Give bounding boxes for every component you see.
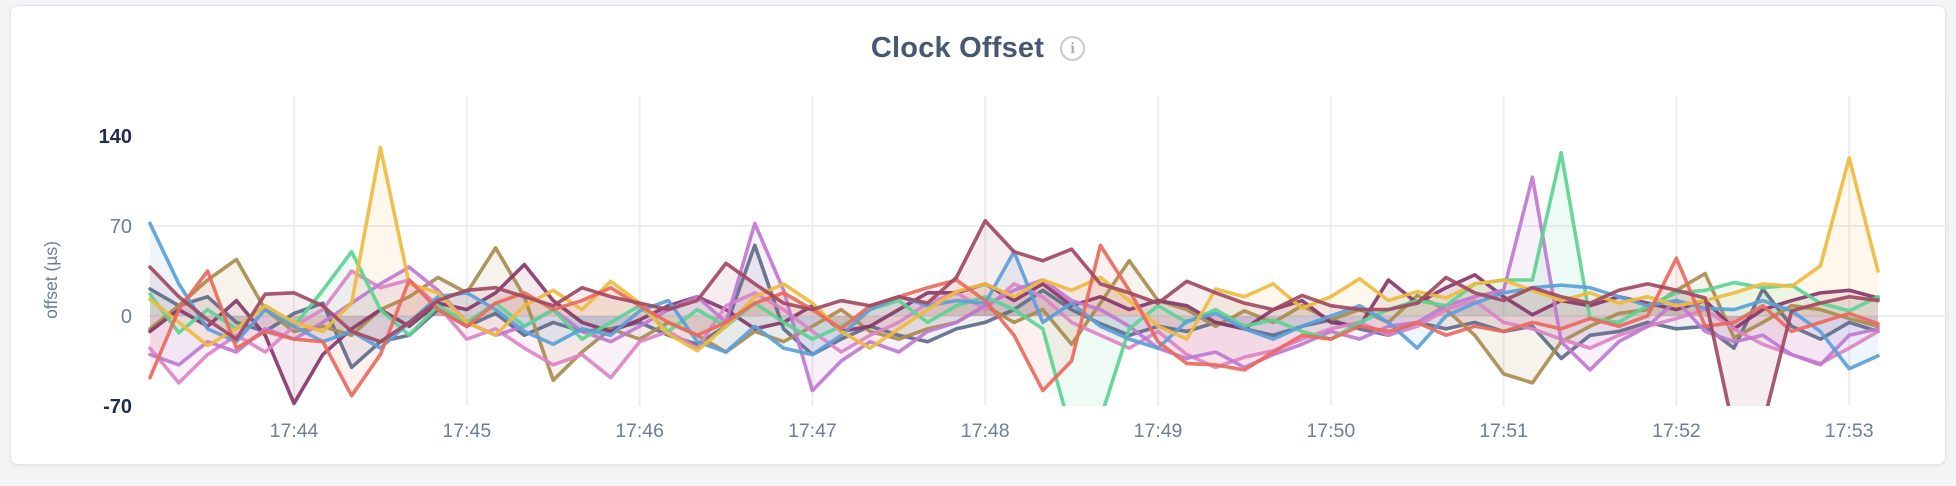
x-axis-tick-label: 17:50 xyxy=(1306,420,1355,442)
y-axis-tick-label: 140 xyxy=(99,126,132,148)
y-axis-tick-label: 70 xyxy=(110,216,132,238)
series-line-violet[interactable] xyxy=(148,175,1880,393)
series-line-maroon[interactable] xyxy=(148,219,1880,432)
series-area-maroon xyxy=(150,220,1878,406)
series-line-red[interactable] xyxy=(148,243,1880,398)
plot-area[interactable] xyxy=(148,145,1880,435)
series-line-olive[interactable] xyxy=(148,246,1880,385)
series-area-olive xyxy=(150,247,1878,383)
chart-header: Clock Offset i xyxy=(11,32,1945,65)
x-axis-tick-label: 17:51 xyxy=(1479,420,1528,442)
series-area-violet xyxy=(150,177,1878,391)
y-axis-tick-label: -70 xyxy=(103,396,132,418)
series-line-yellow[interactable] xyxy=(148,145,1880,353)
y-axis-tick-label: 0 xyxy=(121,306,132,328)
y-axis-title: offset (µs) xyxy=(41,241,61,319)
x-axis-tick-label: 17:47 xyxy=(788,420,837,442)
x-axis-tick-label: 17:48 xyxy=(961,420,1010,442)
info-icon[interactable]: i xyxy=(1060,36,1086,61)
x-axis-tick-label: 17:45 xyxy=(442,420,491,442)
series-line-plum[interactable] xyxy=(148,262,1880,406)
x-axis-tick-label: 17:49 xyxy=(1134,420,1183,442)
x-axis-tick-label: 17:52 xyxy=(1652,420,1701,442)
x-axis-tick-label: 17:46 xyxy=(615,420,664,442)
chart-title: Clock Offset xyxy=(870,32,1045,64)
x-axis-tick-label: 17:44 xyxy=(270,420,319,442)
x-axis-tick-label: 17:53 xyxy=(1825,420,1874,442)
series-area-yellow xyxy=(150,147,1878,351)
